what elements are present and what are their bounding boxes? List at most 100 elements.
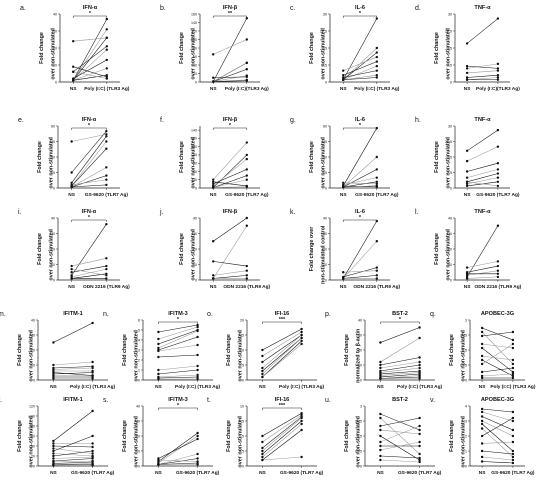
data-point-ns bbox=[52, 442, 55, 445]
pair-line bbox=[342, 220, 378, 279]
y-axis-label: over non-stimulated bbox=[321, 137, 327, 189]
x-category-label: NS bbox=[479, 384, 486, 390]
y-tick-label: 40 bbox=[193, 216, 197, 220]
data-point-ns bbox=[52, 371, 55, 374]
panel-title: TNF-α bbox=[474, 209, 491, 215]
y-tick-label: 0 bbox=[33, 378, 35, 382]
y-tick-label: 0 bbox=[33, 464, 35, 468]
y-tick-label: 0 bbox=[195, 186, 197, 190]
x-category-label: NS bbox=[340, 192, 347, 198]
data-point-stimulated bbox=[511, 416, 515, 420]
data-point-stimulated bbox=[418, 336, 421, 340]
data-point-ns bbox=[480, 354, 484, 358]
pair-line bbox=[467, 162, 498, 172]
x-category-label: NS bbox=[210, 284, 217, 290]
panel-v: v. APOBEC-3G Fold change over non-stimulate… bbox=[430, 397, 535, 476]
data-point-stimulated bbox=[511, 372, 515, 376]
y-axis-label: over non-stimulated bbox=[49, 137, 55, 189]
data-point-stimulated bbox=[196, 368, 199, 372]
data-point-stimulated bbox=[375, 274, 378, 277]
data-point-stimulated bbox=[245, 174, 248, 177]
axis-lines bbox=[57, 126, 120, 189]
significance-bracket bbox=[71, 219, 107, 222]
data-point-stimulated bbox=[105, 74, 109, 77]
y-axis-label: over non-stimulated bbox=[446, 229, 452, 281]
data-point-stimulated bbox=[300, 330, 303, 334]
data-point-ns bbox=[465, 76, 469, 79]
panel-letter: u. bbox=[325, 397, 331, 404]
data-point-stimulated bbox=[196, 323, 199, 327]
y-axis-label: Fold change bbox=[449, 334, 455, 366]
y-axis-label: Fold change over bbox=[309, 226, 315, 272]
data-point-stimulated bbox=[375, 60, 378, 63]
data-point-stimulated bbox=[511, 376, 515, 380]
y-tick-label: 20 bbox=[448, 247, 452, 251]
y-tick-label: 30 bbox=[448, 12, 452, 16]
panel-letter: q. bbox=[430, 311, 436, 318]
significance-bracket bbox=[212, 127, 248, 130]
data-point-stimulated bbox=[375, 51, 378, 54]
x-category-label: NS bbox=[68, 192, 75, 198]
y-tick-label: 2.5 bbox=[239, 449, 244, 453]
pair-line bbox=[482, 411, 513, 422]
data-point-ns bbox=[342, 277, 345, 280]
pair-line bbox=[482, 331, 513, 337]
data-point-stimulated bbox=[418, 424, 421, 428]
data-point-stimulated bbox=[375, 46, 378, 50]
y-tick-label: 0 bbox=[465, 378, 467, 382]
pair-line bbox=[342, 127, 378, 187]
data-point-stimulated bbox=[496, 67, 500, 70]
pair-line bbox=[213, 76, 247, 79]
x-category-label: NS bbox=[210, 86, 217, 92]
pair-line bbox=[71, 265, 107, 273]
significance-label: * bbox=[399, 317, 402, 323]
data-point-stimulated bbox=[511, 455, 515, 459]
data-point-stimulated bbox=[511, 419, 515, 423]
y-tick-label: 4 bbox=[465, 404, 467, 408]
data-point-stimulated bbox=[496, 275, 500, 279]
y-tick-label: 15 bbox=[51, 171, 55, 175]
pair-line bbox=[380, 337, 420, 363]
pair-line bbox=[343, 61, 377, 76]
significance-label: *** bbox=[279, 317, 286, 323]
panel-letter: b. bbox=[160, 5, 166, 12]
data-point-ns bbox=[52, 377, 55, 380]
data-point-ns bbox=[261, 455, 264, 459]
data-point-stimulated bbox=[375, 182, 378, 186]
y-tick-label: 45 bbox=[51, 140, 55, 144]
data-point-stimulated bbox=[91, 366, 94, 370]
y-tick-label: 20 bbox=[136, 434, 140, 438]
pair-line bbox=[481, 343, 514, 365]
pair-line bbox=[213, 68, 247, 82]
pair-line bbox=[482, 355, 513, 361]
y-tick-label: 30 bbox=[51, 232, 55, 236]
data-point-stimulated bbox=[196, 325, 199, 329]
data-point-ns bbox=[480, 460, 484, 463]
data-point-stimulated bbox=[375, 64, 378, 68]
data-point-ns bbox=[52, 368, 55, 371]
pair-line bbox=[53, 367, 93, 370]
data-point-ns bbox=[379, 416, 382, 420]
panel-title: TNF-α bbox=[474, 5, 491, 11]
pair-line bbox=[343, 182, 377, 185]
data-point-stimulated bbox=[496, 224, 500, 227]
pair-line bbox=[158, 329, 198, 345]
pair-line bbox=[481, 417, 514, 437]
y-tick-label: 10 bbox=[358, 363, 362, 367]
y-axis-label: Fold change bbox=[179, 32, 185, 64]
pair-line bbox=[213, 80, 247, 82]
panel-n: n. IFITM-3 Fold change over non-stimulated0… bbox=[103, 311, 221, 390]
y-tick-label: 40 bbox=[51, 216, 55, 220]
pair-line bbox=[467, 70, 498, 74]
panel-title: IL-6 bbox=[355, 5, 365, 11]
data-point-stimulated bbox=[300, 339, 303, 343]
significance-label: ** bbox=[228, 11, 233, 17]
y-tick-label: 22.5 bbox=[445, 140, 452, 144]
pair-line bbox=[342, 241, 378, 279]
y-tick-label: 120 bbox=[191, 29, 197, 33]
pair-line bbox=[343, 177, 377, 186]
pair-line bbox=[213, 169, 247, 185]
significance-bracket bbox=[262, 407, 302, 410]
pair-line bbox=[466, 129, 499, 152]
